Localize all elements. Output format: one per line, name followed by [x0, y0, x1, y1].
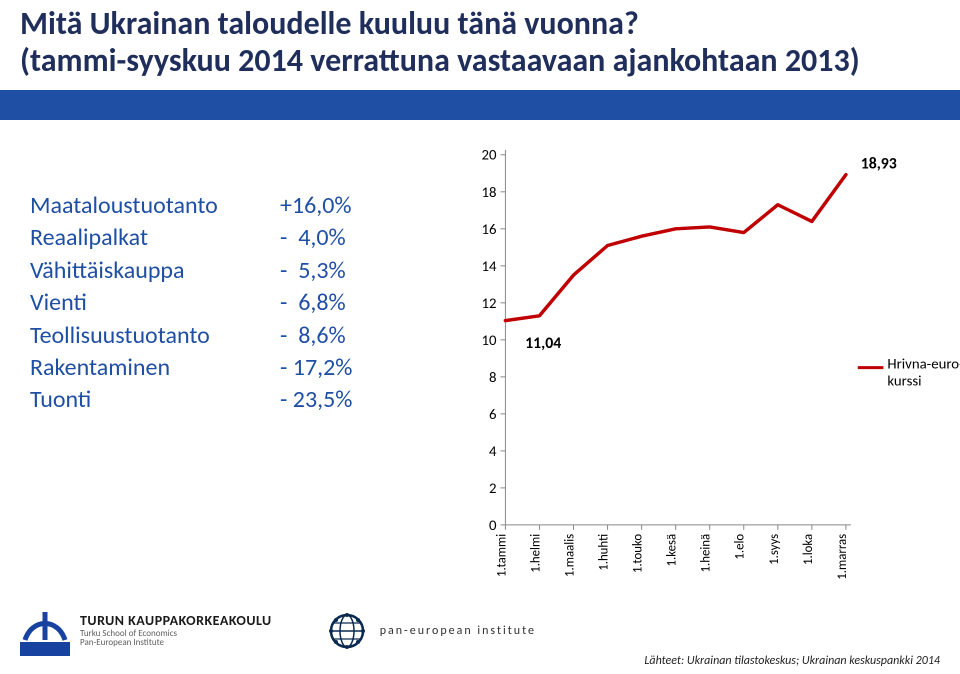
stats-list: Maataloustuotanto+16,0%Reaalipalkat- 4,0… — [0, 130, 461, 594]
x-tick-label: 1.kesä — [664, 534, 679, 567]
pei-logo-text: pan-european institute — [380, 624, 536, 638]
stats-row: Vienti- 6,8% — [30, 287, 451, 319]
stats-value: - 4,0% — [280, 222, 451, 254]
legend-label: kurssi — [887, 371, 921, 389]
stats-row: Tuonti- 23,5% — [30, 384, 451, 416]
y-tick-label: 10 — [481, 331, 496, 349]
footer: TURUN KAUPPAKORKEAKOULU Turku School of … — [0, 594, 960, 674]
x-tick-label: 1.huhti — [596, 534, 611, 571]
tse-logo-main: TURUN KAUPPAKORKEAKOULU — [80, 614, 272, 629]
y-tick-label: 14 — [481, 257, 496, 275]
y-tick-label: 0 — [489, 516, 497, 534]
x-tick-label: 1.marras — [835, 534, 850, 580]
stats-value: +16,0% — [280, 190, 451, 222]
stats-row: Reaalipalkat- 4,0% — [30, 222, 451, 254]
legend-label: Hrivna-euro- — [887, 355, 960, 373]
y-tick-label: 12 — [481, 294, 496, 312]
x-tick-label: 1.loka — [801, 534, 816, 565]
y-tick-label: 8 — [489, 368, 497, 386]
x-tick-label: 1.elo — [733, 534, 748, 560]
series-line — [505, 175, 846, 321]
y-tick-label: 6 — [489, 405, 497, 423]
last-point-label: 18,93 — [861, 155, 897, 174]
title-block: Mitä Ukrainan taloudelle kuuluu tänä vuo… — [0, 0, 960, 84]
stats-row: Vähittäiskauppa- 5,3% — [30, 255, 451, 287]
tse-logo-sub2: Pan-European Institute — [80, 638, 272, 647]
y-tick-label: 4 — [489, 442, 497, 460]
tse-logo-icon — [20, 606, 70, 656]
tse-logo-text: TURUN KAUPPAKORKEAKOULU Turku School of … — [80, 614, 272, 648]
title-line-1: Mitä Ukrainan taloudelle kuuluu tänä vuo… — [20, 6, 940, 43]
sources-text: Lähteet: Ukrainan tilastokeskus; Ukraina… — [644, 654, 940, 668]
y-tick-label: 20 — [481, 146, 496, 164]
title-line-2: (tammi-syyskuu 2014 verrattuna vastaavaa… — [20, 43, 940, 80]
pei-logo-icon — [322, 606, 372, 656]
stats-value: - 5,3% — [280, 255, 451, 287]
y-tick-label: 18 — [481, 183, 496, 201]
first-point-label: 11,04 — [525, 334, 561, 353]
y-tick-label: 2 — [489, 479, 497, 497]
stats-label: Maataloustuotanto — [30, 190, 280, 222]
blue-band — [0, 90, 960, 120]
stats-label: Reaalipalkat — [30, 222, 280, 254]
x-tick-label: 1.helmi — [528, 534, 543, 573]
x-tick-label: 1.touko — [630, 534, 645, 574]
x-tick-label: 1.maalis — [562, 534, 577, 577]
x-tick-label: 1.syys — [767, 534, 782, 565]
stats-label: Rakentaminen — [30, 352, 280, 384]
content: Maataloustuotanto+16,0%Reaalipalkat- 4,0… — [0, 130, 960, 594]
stats-label: Tuonti — [30, 384, 280, 416]
stats-label: Vähittäiskauppa — [30, 255, 280, 287]
stats-row: Rakentaminen- 17,2% — [30, 352, 451, 384]
stats-value: - 8,6% — [280, 320, 451, 352]
stats-label: Vienti — [30, 287, 280, 319]
x-tick-label: 1.heinä — [699, 534, 714, 573]
pei-logo: pan-european institute — [322, 606, 536, 656]
stats-value: - 23,5% — [280, 384, 451, 416]
stats-label: Teollisuustuotanto — [30, 320, 280, 352]
y-tick-label: 16 — [481, 220, 496, 238]
hrivna-euro-chart: 0 2 4 6 8 10 12 14 16 18 20 1.tammi 1.helmi 1.maalis 1… — [461, 130, 960, 594]
stats-row: Teollisuustuotanto- 8,6% — [30, 320, 451, 352]
stats-value: - 6,8% — [280, 287, 451, 319]
x-tick-label: 1.tammi — [494, 534, 509, 577]
stats-value: - 17,2% — [280, 352, 451, 384]
stats-row: Maataloustuotanto+16,0% — [30, 190, 451, 222]
tse-logo: TURUN KAUPPAKORKEAKOULU Turku School of … — [20, 606, 272, 656]
